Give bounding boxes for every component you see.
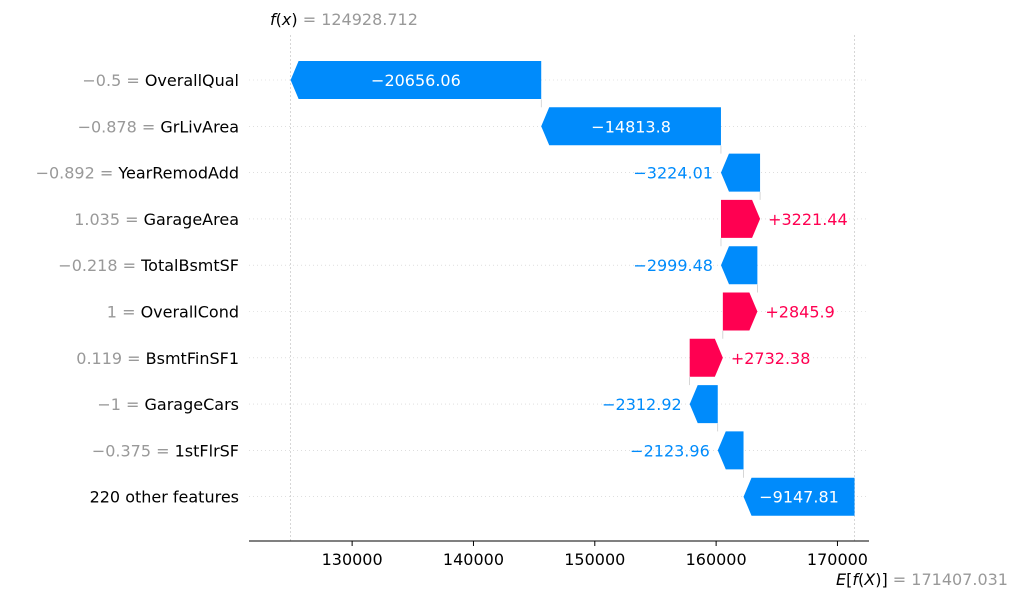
bar-value-label: −2312.92 [602, 395, 682, 414]
feature-label: 1 = OverallCond [107, 303, 239, 322]
bar-negative [720, 246, 758, 285]
feature-label: −0.218 = TotalBsmtSF [58, 256, 239, 275]
feature-label: −0.5 = OverallQual [82, 71, 239, 90]
bar-value-label: +2732.38 [731, 349, 811, 368]
bar-value-label: +3221.44 [768, 210, 848, 229]
feature-label: −0.892 = YearRemodAdd [36, 164, 239, 183]
feature-label: 0.119 = BsmtFinSF1 [76, 349, 239, 368]
efx-label: E[f(X)] = 171407.031 [836, 570, 1008, 589]
feature-label: −1 = GarageCars [97, 395, 239, 414]
x-tick-label: 140000 [443, 550, 504, 569]
bar-negative [717, 431, 744, 470]
x-tick-label: 170000 [807, 550, 868, 569]
bar-value-label: −3224.01 [633, 164, 713, 183]
x-axis: 130000 140000 150000 160000 170000 [249, 540, 869, 569]
reference-lines [290, 35, 855, 541]
feature-label: −0.375 = 1stFlrSF [92, 441, 239, 460]
x-tick-label: 130000 [322, 550, 383, 569]
bars-layer: −20656.06 −14813.8 −3224.01 +3221.44 −2999.4… [290, 61, 855, 516]
bar-positive [720, 199, 761, 238]
bar-negative [743, 477, 855, 516]
bar-value-label: −9147.81 [759, 488, 839, 507]
x-tick-label: 160000 [686, 550, 747, 569]
feature-label: 220 other features [90, 488, 239, 507]
bar-negative [720, 153, 761, 192]
fx-label: f(x) = 124928.712 [270, 10, 418, 29]
bar-value-label: +2845.9 [765, 303, 834, 322]
x-tick-label: 150000 [564, 550, 625, 569]
feature-label: 1.035 = GarageArea [74, 210, 239, 229]
bar-value-label: −20656.06 [371, 71, 461, 90]
bar-positive [689, 338, 723, 377]
bar-positive [722, 292, 758, 331]
bar-value-label: −2999.48 [633, 256, 713, 275]
feature-label: −0.878 = GrLivArea [78, 117, 239, 136]
bar-value-label: −14813.8 [591, 117, 671, 136]
feature-labels: −0.5 = OverallQual −0.878 = GrLivArea −0.8… [36, 71, 239, 507]
bar-negative [541, 107, 721, 146]
bar-negative [290, 61, 542, 99]
bar-value-label: −2123.96 [630, 441, 710, 460]
bar-negative [689, 385, 718, 424]
